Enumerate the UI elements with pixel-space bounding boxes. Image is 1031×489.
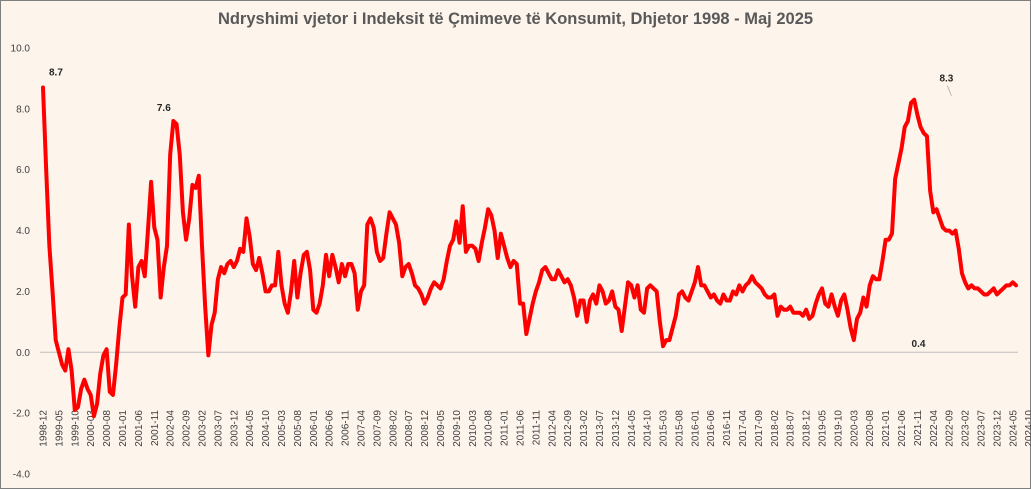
x-tick-label: 2014-10 [643, 410, 654, 447]
x-tick-label: 2015-03 [659, 410, 670, 447]
x-tick-label: 2011-06 [515, 410, 526, 446]
y-tick-label: 6.0 [16, 165, 30, 176]
x-tick-label: 2005-03 [277, 410, 288, 447]
x-tick-label: 2000-03 [86, 410, 97, 447]
x-tick-label: 2000-08 [102, 410, 113, 447]
x-tick-label: 2020-08 [865, 410, 876, 447]
x-tick-label: 2008-02 [388, 410, 399, 447]
x-tick-label: 2009-10 [452, 410, 463, 447]
x-tick-label: 2010-08 [484, 410, 495, 447]
data-label: 8.7 [49, 68, 63, 79]
x-tick-label: 2012-04 [547, 410, 558, 447]
x-tick-label: 2018-02 [770, 410, 781, 447]
annotations: 8.77.60.48.32.2 [49, 68, 954, 351]
x-tick-label: 1999-05 [54, 410, 65, 447]
annotation-leader [947, 85, 952, 96]
x-tick-label: 2023-12 [992, 410, 1003, 447]
x-tick-label: 2024-05 [1008, 410, 1019, 447]
x-tick-label: 2008-07 [404, 410, 415, 447]
x-tick-label: 2018-07 [786, 410, 797, 447]
x-tick-label: 2011-01 [500, 410, 511, 446]
x-tick-label: 2017-09 [754, 410, 765, 447]
x-tick-label: 2016-06 [706, 410, 717, 447]
x-tick-label: 2006-11 [341, 410, 352, 446]
x-tick-label: 2018-12 [802, 410, 813, 447]
x-tick-label: 2021-06 [897, 410, 908, 447]
x-tick-label: 2013-12 [611, 410, 622, 447]
x-tick-label: 2015-08 [674, 410, 685, 447]
x-tick-label: 2022-04 [929, 410, 940, 447]
data-label: 0.4 [912, 339, 926, 350]
x-tick-label: 2004-10 [261, 410, 272, 447]
y-tick-label: -4.0 [13, 470, 31, 481]
x-tick-label: 2004-05 [245, 410, 256, 447]
cpi-series-line [41, 85, 1018, 419]
x-tick-label: 2021-01 [881, 410, 892, 447]
chart-title: Ndryshimi vjetor i Indeksit të Çmimeve t… [217, 10, 814, 28]
x-tick-label: 2001-11 [150, 410, 161, 446]
x-tick-label: 2008-12 [420, 410, 431, 447]
data-label: 8.3 [939, 74, 953, 85]
x-tick-label: 2007-04 [356, 410, 367, 447]
x-tick-label: 2019-10 [833, 410, 844, 447]
x-tick-label: 1999-10 [70, 410, 81, 447]
series-layer [41, 85, 1018, 419]
y-tick-label: 10.0 [11, 44, 31, 55]
x-tick-label: 2013-02 [579, 410, 590, 447]
x-tick-label: 2023-07 [977, 410, 988, 447]
x-tick-label: 2017-04 [738, 410, 749, 447]
y-tick-label: 4.0 [16, 226, 30, 237]
data-label: 7.6 [157, 103, 171, 114]
x-tick-label: 2002-09 [182, 410, 193, 447]
x-tick-label: 2007-09 [372, 410, 383, 447]
x-tick-label: 2002-04 [166, 410, 177, 447]
y-tick-label: 8.0 [16, 104, 30, 115]
x-tick-label: 2005-08 [293, 410, 304, 447]
x-tick-label: 2011-11 [531, 410, 542, 446]
x-tick-label: 2014-05 [627, 410, 638, 447]
x-tick-label: 2019-05 [818, 410, 829, 447]
x-tick-label: 2024-10 [1024, 410, 1031, 447]
axes: -4.0 -2.0 0.0 2.0 4.0 6.0 8.0 10.0 1998-12 1999-0… [11, 44, 1031, 481]
x-tick-label: 2022-09 [945, 410, 956, 447]
x-tick-label: 2016-11 [722, 410, 733, 446]
x-tick-label: 2003-02 [197, 410, 208, 447]
x-tick-label: 2012-09 [563, 410, 574, 447]
x-tick-label: 2013-07 [595, 410, 606, 447]
x-tick-label: 2006-01 [309, 410, 320, 447]
x-tick-label: 2001-06 [134, 410, 145, 447]
x-tick-label: 2023-02 [961, 410, 972, 447]
x-tick-label: 2009-05 [436, 410, 447, 447]
x-tick-label: 2003-12 [229, 410, 240, 447]
x-tick-label: 2003-07 [213, 410, 224, 447]
x-tick-label: 1998-12 [39, 410, 50, 447]
y-tick-label: -2.0 [13, 409, 31, 420]
x-tick-label: 2001-01 [118, 410, 129, 447]
x-tick-label: 2016-01 [690, 410, 701, 447]
y-tick-label: 2.0 [16, 287, 30, 298]
x-tick-label: 2020-03 [849, 410, 860, 447]
y-tick-label: 0.0 [16, 348, 30, 359]
x-tick-label: 2006-06 [325, 410, 336, 447]
x-tick-label: 2010-03 [468, 410, 479, 447]
x-tick-label: 2021-11 [913, 410, 924, 446]
